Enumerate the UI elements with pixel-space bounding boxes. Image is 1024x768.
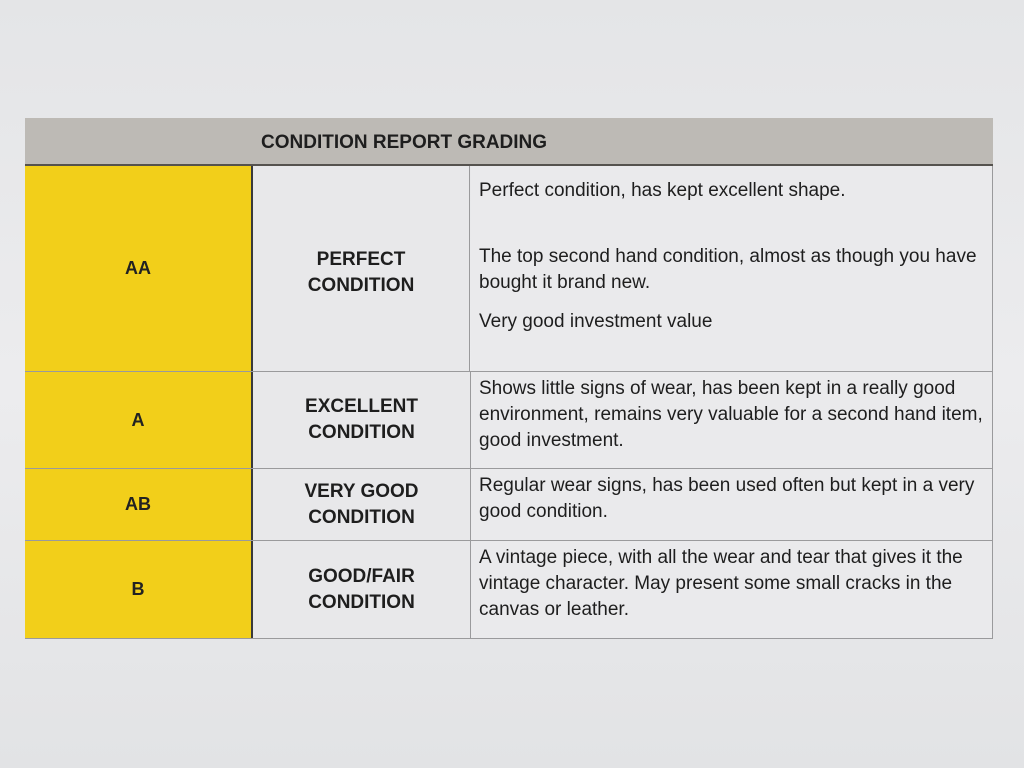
condition-cell: PERFECT CONDITION xyxy=(253,166,470,371)
grade-cell: B xyxy=(25,541,253,638)
condition-label: GOOD/FAIR CONDITION xyxy=(308,565,415,613)
condition-label: VERY GOOD CONDITION xyxy=(304,480,419,528)
description-line: A vintage piece, with all the wear and t… xyxy=(479,547,963,620)
table-row-b: B GOOD/FAIR CONDITION A vintage piece, w… xyxy=(25,541,993,639)
table-row-aa: AA PERFECT CONDITION Perfect condition, … xyxy=(25,166,993,372)
grade-cell: AB xyxy=(25,469,253,540)
description-cell: Perfect condition, has kept excellent sh… xyxy=(471,166,993,371)
table-title: CONDITION REPORT GRADING xyxy=(261,132,548,153)
table-row-a: A EXCELLENT CONDITION Shows little signs… xyxy=(25,372,993,469)
description-line: Shows little signs of wear, has been kep… xyxy=(479,378,983,451)
condition-label: PERFECT CONDITION xyxy=(307,248,415,296)
description-cell: Shows little signs of wear, has been kep… xyxy=(471,372,993,468)
condition-cell: VERY GOOD CONDITION xyxy=(253,469,471,540)
condition-cell: EXCELLENT CONDITION xyxy=(253,372,471,468)
grade-cell: A xyxy=(25,372,253,468)
description-line: Very good investment value xyxy=(479,311,713,332)
table-header: CONDITION REPORT GRADING xyxy=(25,118,993,166)
description-line: The top second hand condition, almost as… xyxy=(479,246,977,293)
condition-label: EXCELLENT CONDITION xyxy=(305,396,418,443)
description-line: Regular wear signs, has been used often … xyxy=(479,475,975,522)
description-cell: Regular wear signs, has been used often … xyxy=(471,469,993,540)
condition-cell: GOOD/FAIR CONDITION xyxy=(253,541,471,638)
description-cell: A vintage piece, with all the wear and t… xyxy=(471,541,993,638)
table-row-ab: AB VERY GOOD CONDITION Regular wear sign… xyxy=(25,469,993,541)
description-line: Perfect condition, has kept excellent sh… xyxy=(479,180,846,201)
grade-cell: AA xyxy=(25,166,253,371)
